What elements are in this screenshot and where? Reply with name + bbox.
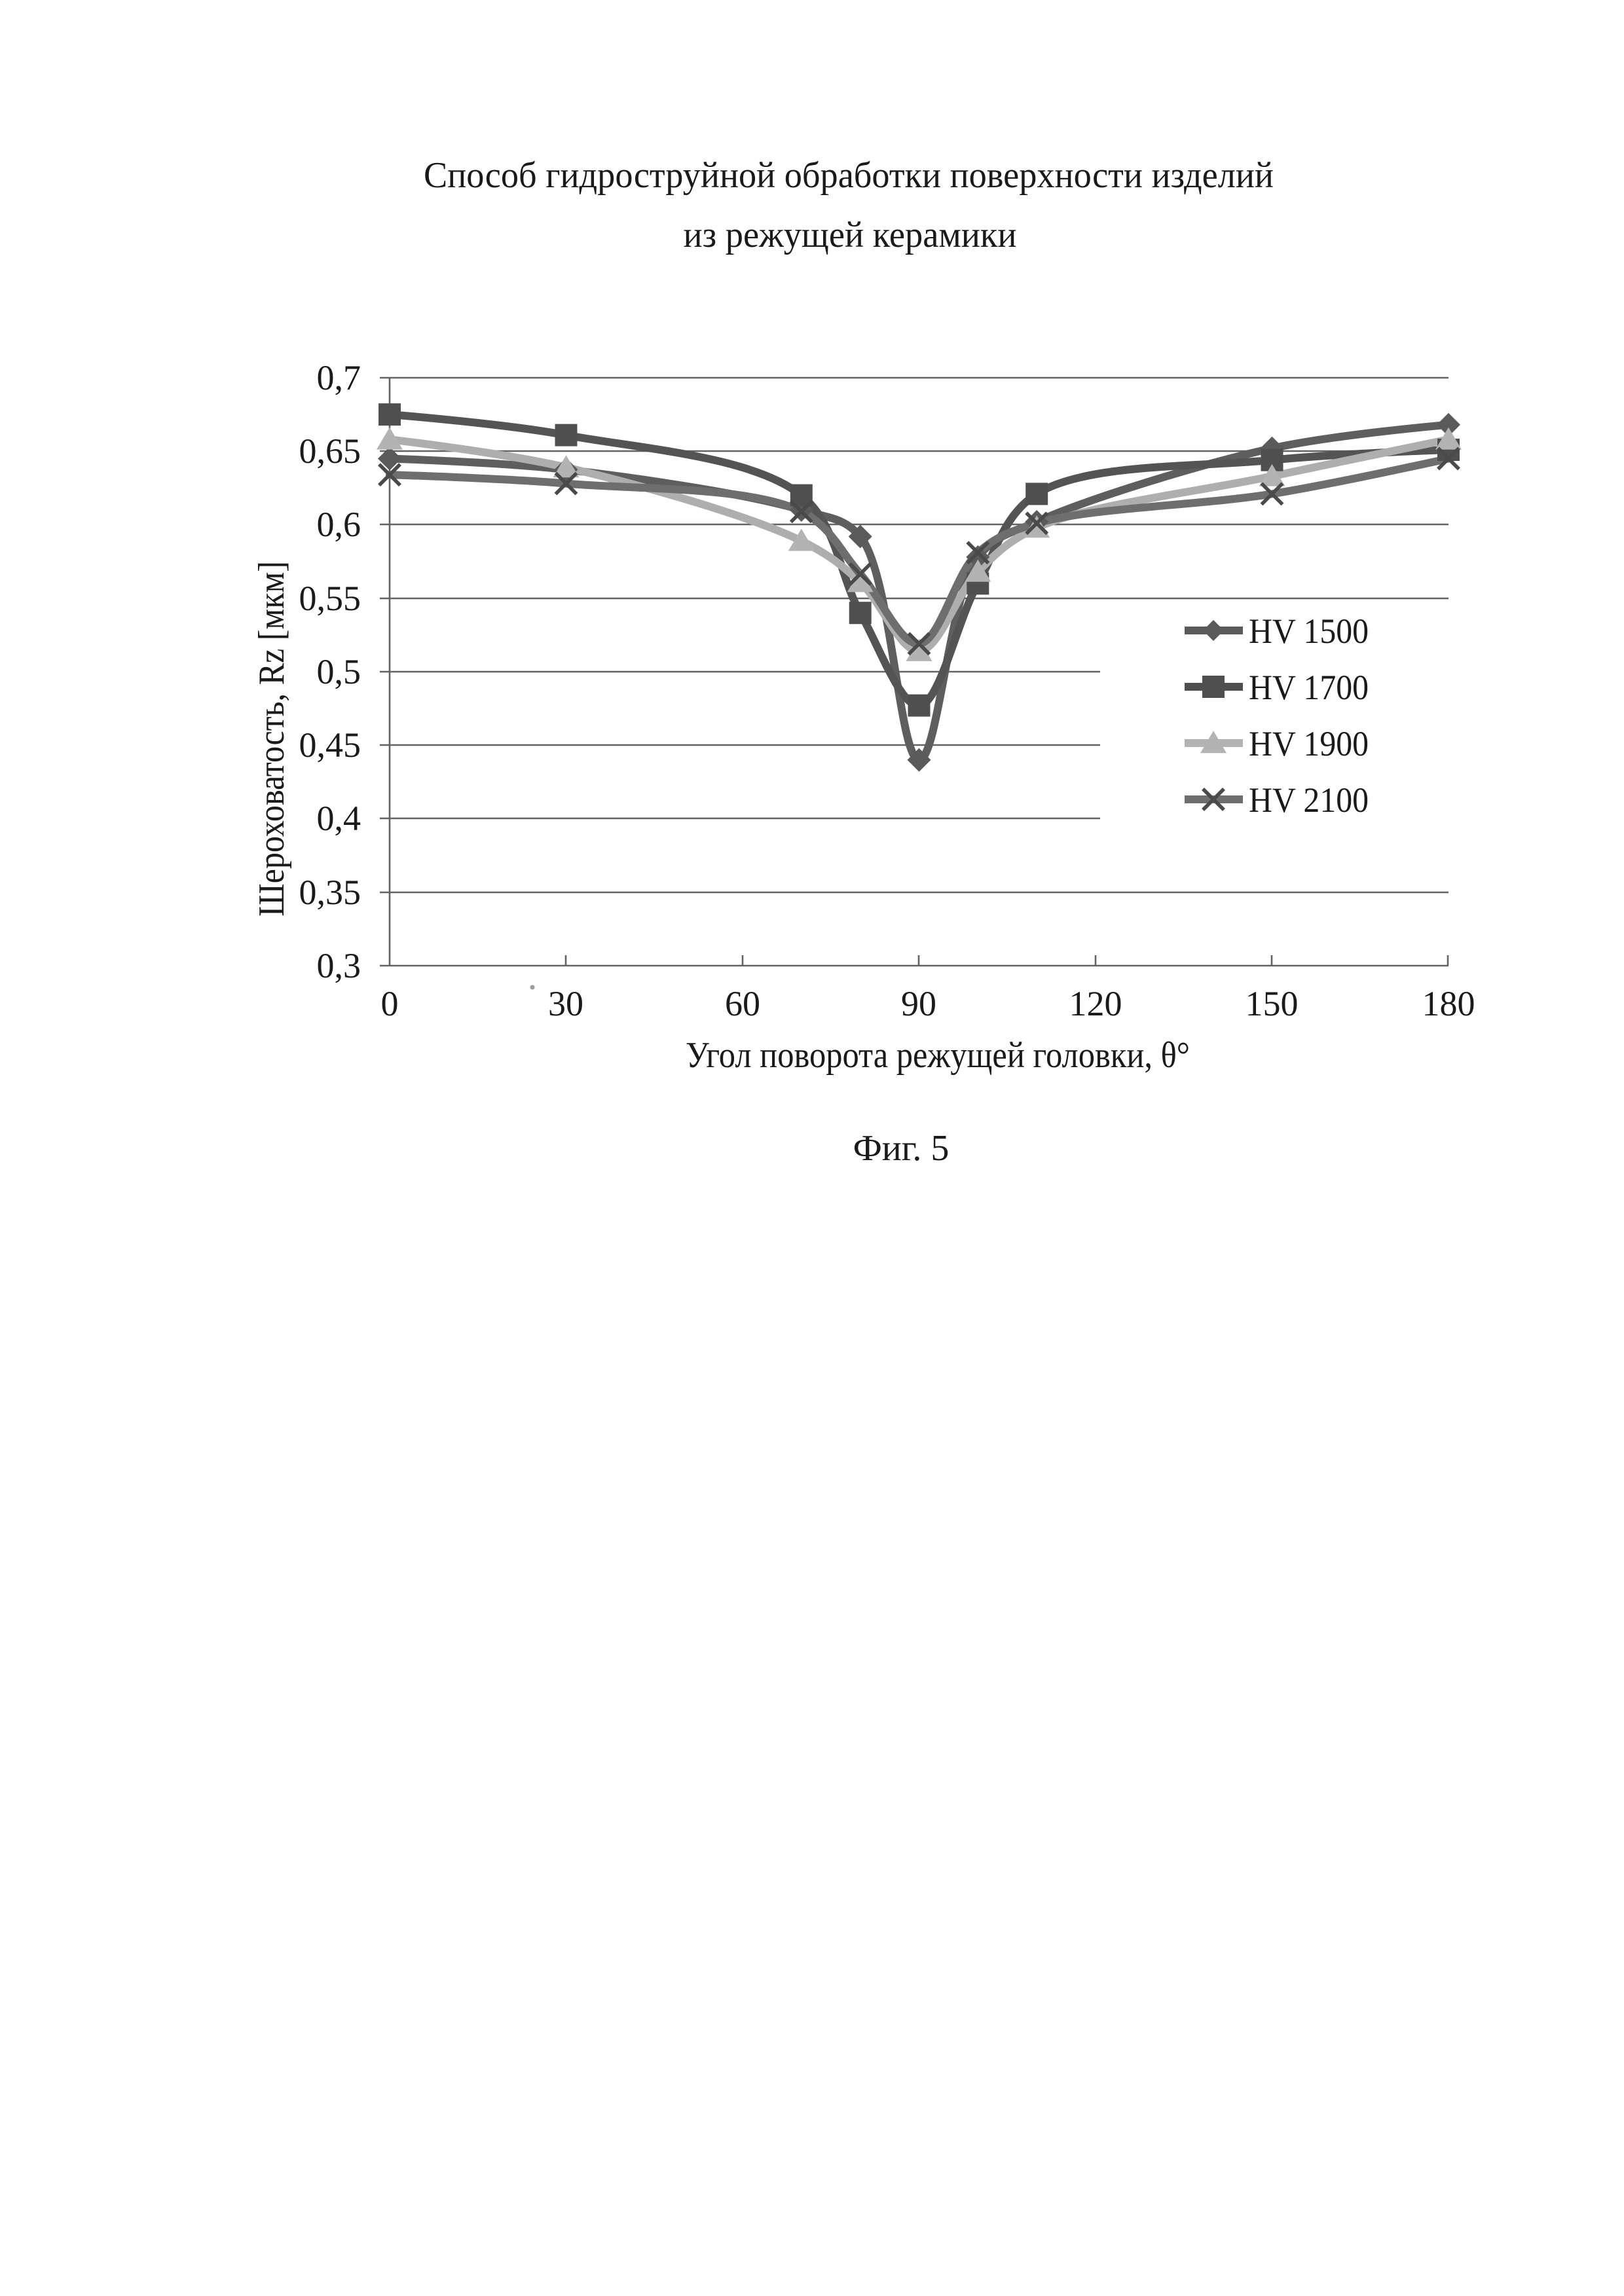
svg-text:0,55: 0,55 — [299, 579, 361, 618]
svg-text:из режущей керамики: из режущей керамики — [684, 215, 1017, 255]
svg-text:0: 0 — [381, 984, 399, 1023]
svg-text:0,65: 0,65 — [299, 431, 361, 471]
svg-text:0,4: 0,4 — [317, 799, 361, 838]
svg-text:180: 180 — [1422, 984, 1475, 1023]
svg-text:Способ гидроструйной обработки: Способ гидроструйной обработки поверхнос… — [424, 155, 1274, 196]
svg-text:0,7: 0,7 — [317, 358, 361, 397]
svg-text:60: 60 — [725, 984, 760, 1023]
svg-text:120: 120 — [1069, 984, 1122, 1023]
svg-text:0,3: 0,3 — [317, 946, 361, 985]
svg-text:Угол поворота режущей головки,: Угол поворота режущей головки, θ° — [686, 1035, 1190, 1076]
svg-text:HV 2100: HV 2100 — [1249, 780, 1369, 820]
svg-text:HV 1500: HV 1500 — [1249, 611, 1369, 651]
svg-text:0,35: 0,35 — [299, 873, 361, 912]
svg-text:0,5: 0,5 — [317, 652, 361, 691]
svg-text:Фиг. 5: Фиг. 5 — [853, 1128, 950, 1169]
svg-text:0,6: 0,6 — [317, 505, 361, 544]
svg-text:HV 1700: HV 1700 — [1249, 668, 1369, 707]
svg-text:HV 1900: HV 1900 — [1249, 724, 1369, 763]
svg-text:30: 30 — [548, 984, 583, 1023]
svg-text:90: 90 — [901, 984, 936, 1023]
svg-text:150: 150 — [1246, 984, 1299, 1023]
svg-text:Шероховатость, Rz [мкм]: Шероховатость, Rz [мкм] — [251, 561, 292, 917]
svg-text:0,45: 0,45 — [299, 725, 361, 765]
